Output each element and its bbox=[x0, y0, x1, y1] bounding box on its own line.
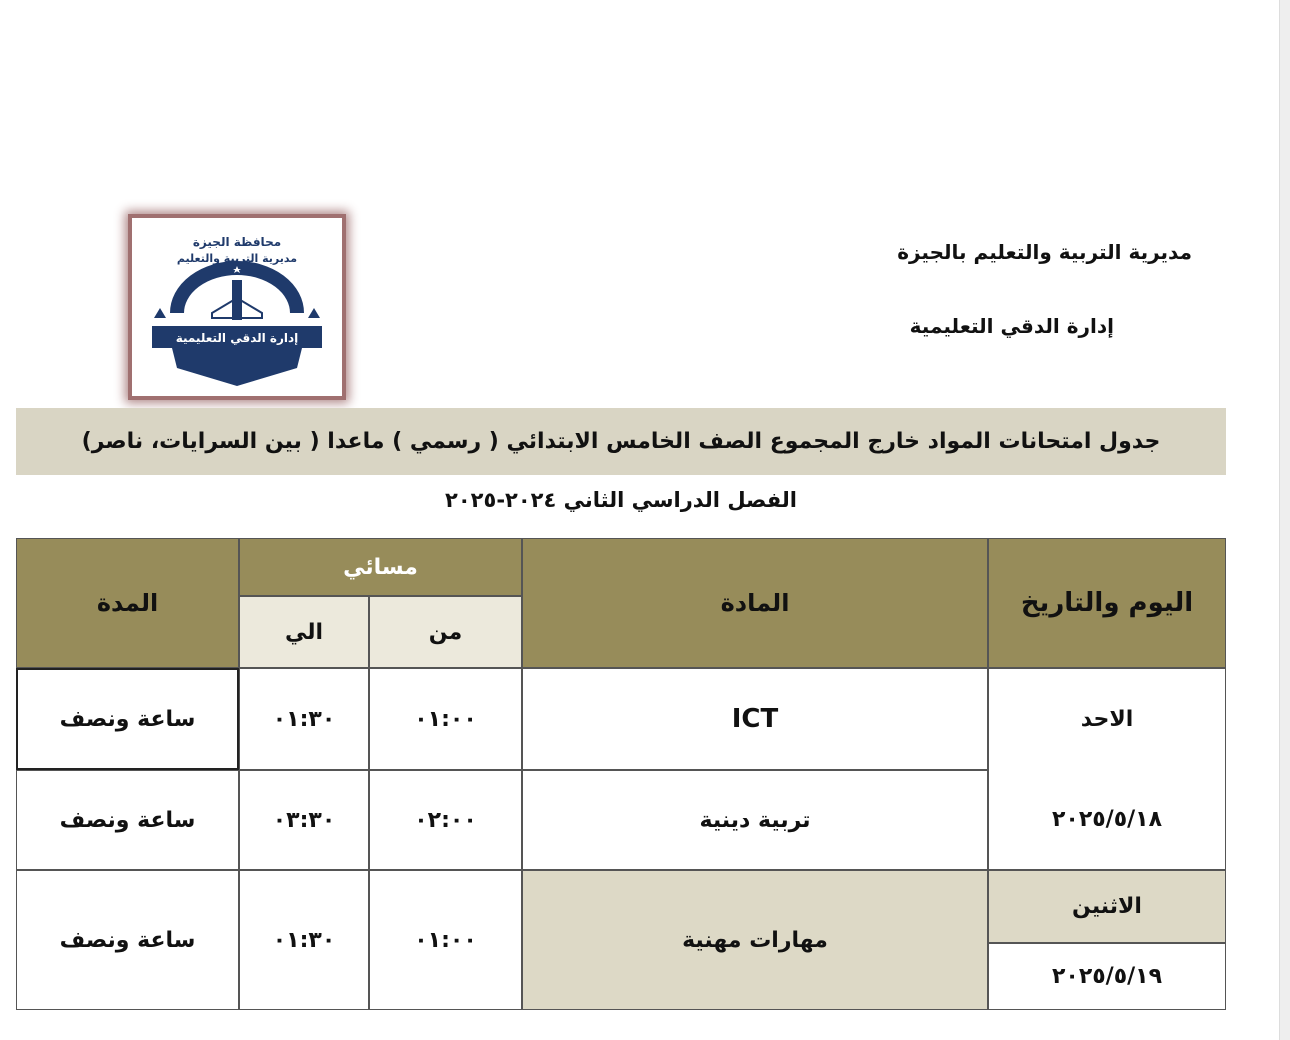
administration-name: إدارة الدقي التعليمية bbox=[909, 314, 1114, 338]
to-time: ٠٣:٣٠ bbox=[239, 770, 369, 870]
svg-text:مديرية التربية والتعليم: مديرية التربية والتعليم bbox=[177, 252, 297, 265]
day-name: الاحد bbox=[1080, 706, 1134, 732]
header-from: من bbox=[369, 596, 522, 668]
title-text: جدول امتحانات المواد خارج المجموع الصف ا… bbox=[81, 429, 1161, 454]
to-time: ٠١:٣٠ bbox=[239, 870, 369, 1010]
to-time: ٠١:٣٠ bbox=[239, 668, 369, 770]
subject-cell: مهارات مهنية bbox=[522, 870, 988, 1010]
day-name-cell: الاثنين bbox=[988, 870, 1226, 943]
subject-cell: ICT bbox=[522, 668, 988, 770]
logo-emblem-icon: محافظة الجيزة مديرية التربية والتعليم إد… bbox=[152, 235, 322, 386]
page-edge bbox=[1279, 0, 1290, 1040]
duration-cell: ساعة ونصف bbox=[16, 770, 239, 870]
day-date: ٢٠٢٥/٥/١٨ bbox=[1051, 806, 1163, 832]
logo: محافظة الجيزة مديرية التربية والتعليم إد… bbox=[128, 214, 346, 400]
semester-label: الفصل الدراسي الثاني ٢٠٢٤-٢٠٢٥ bbox=[445, 488, 797, 512]
exam-schedule-title: جدول امتحانات المواد خارج المجموع الصف ا… bbox=[16, 408, 1226, 475]
day-date: ٢٠٢٥/٥/١٩ bbox=[1051, 964, 1163, 989]
header-subject: المادة bbox=[522, 538, 988, 668]
from-time: ٠١:٠٠ bbox=[369, 668, 522, 770]
header-duration: المدة bbox=[16, 538, 239, 668]
from-time: ٠١:٠٠ bbox=[369, 870, 522, 1010]
header-to: الي bbox=[239, 596, 369, 668]
day-date-cell: ٢٠٢٥/٥/١٩ bbox=[988, 943, 1226, 1010]
svg-text:محافظة الجيزة: محافظة الجيزة bbox=[193, 235, 281, 249]
duration-cell: ساعة ونصف bbox=[16, 870, 239, 1010]
duration-cell: ساعة ونصف bbox=[16, 668, 239, 770]
directorate-name: مديرية التربية والتعليم بالجيزة bbox=[897, 240, 1192, 264]
subject-cell: تربية دينية bbox=[522, 770, 988, 870]
header-day-date: اليوم والتاريخ bbox=[988, 538, 1226, 668]
header-evening: مسائي bbox=[239, 538, 522, 596]
day-cell: الاحد ٢٠٢٥/٥/١٨ bbox=[988, 668, 1226, 870]
svg-text:إدارة الدقي التعليمية: إدارة الدقي التعليمية bbox=[176, 331, 299, 345]
day-name: الاثنين bbox=[1072, 894, 1142, 919]
from-time: ٠٢:٠٠ bbox=[369, 770, 522, 870]
